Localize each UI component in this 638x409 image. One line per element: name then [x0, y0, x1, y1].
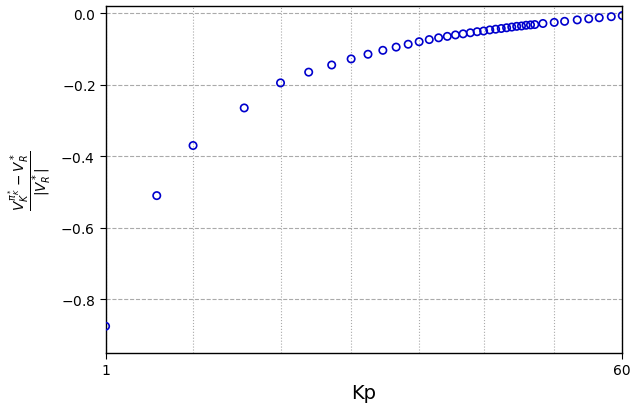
Point [617, 13, 627, 20]
X-axis label: Kp: Kp [352, 383, 376, 402]
Point [391, 45, 401, 51]
Point [465, 30, 475, 37]
Point [485, 27, 495, 34]
Point [188, 143, 198, 149]
Point [414, 39, 424, 46]
Point [549, 20, 560, 27]
Point [327, 63, 337, 69]
Point [458, 31, 468, 38]
Point [346, 56, 356, 63]
Point [491, 27, 501, 34]
Point [496, 26, 507, 33]
Point [478, 29, 489, 35]
Point [363, 52, 373, 58]
Y-axis label: $\frac{V_K^{\pi_K^*} - V_R^*}{|V_R^*|}$: $\frac{V_K^{\pi_K^*} - V_R^*}{|V_R^*|}$ [7, 150, 54, 211]
Point [530, 22, 540, 29]
Point [276, 81, 286, 87]
Point [433, 36, 443, 42]
Point [424, 37, 434, 44]
Point [403, 42, 413, 48]
Point [507, 25, 517, 31]
Point [606, 14, 616, 21]
Point [501, 25, 512, 32]
Point [521, 23, 531, 29]
Point [526, 22, 536, 29]
Point [572, 18, 582, 24]
Point [560, 19, 570, 25]
Point [239, 106, 249, 112]
Point [472, 29, 482, 36]
Point [516, 24, 526, 30]
Point [378, 48, 388, 54]
Point [512, 24, 522, 31]
Point [584, 16, 594, 23]
Point [442, 34, 452, 40]
Point [100, 323, 110, 330]
Point [450, 33, 461, 39]
Point [594, 16, 604, 22]
Point [152, 193, 162, 200]
Point [538, 21, 548, 28]
Point [304, 70, 314, 76]
